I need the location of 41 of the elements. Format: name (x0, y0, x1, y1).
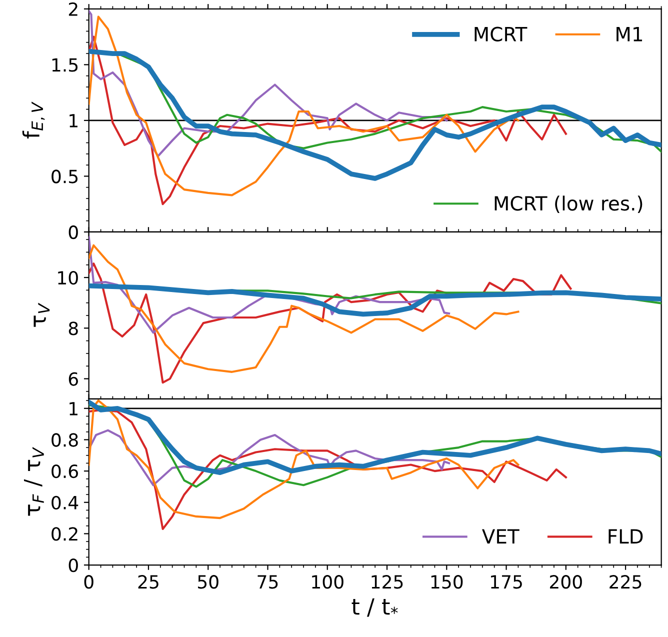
line-series (88, 429, 450, 486)
line-series (88, 400, 520, 520)
y-tick-label: 0 (68, 558, 78, 572)
y-tick-label: 6 (68, 372, 78, 386)
x-tick-label: 50 (198, 575, 218, 589)
y-tick-label: 0 (68, 225, 78, 240)
legend-label: VET (482, 529, 520, 544)
x-tick-label: 175 (491, 575, 522, 589)
x-tick-label: 75 (258, 575, 278, 589)
x-tick-label: 100 (312, 575, 344, 589)
line-series (88, 283, 662, 317)
x-tick-label: 0 (84, 575, 94, 589)
y-axis-title: f$_{E,V}$ (22, 102, 45, 138)
x-axis-title: t / t$_{*}$ (352, 598, 398, 617)
y-tick-label: 1.5 (52, 58, 78, 72)
y-tick-label: 10 (58, 270, 78, 285)
x-tick-label: 125 (372, 575, 403, 589)
y-tick-label: 0.5 (52, 170, 78, 184)
line-series (88, 262, 572, 384)
y-axis-title: τ$_{F}$ / τ$_{V}$ (24, 446, 44, 516)
y-tick-label: 0.8 (52, 433, 78, 447)
y-tick-label: 8 (68, 322, 78, 336)
legend-label: MCRT (low res.) (494, 196, 642, 213)
y-tick-label: 1 (70, 114, 78, 128)
x-tick-label: 225 (610, 575, 642, 589)
legend-label: MCRT (474, 26, 528, 42)
x-tick-label: 200 (550, 575, 582, 589)
y-tick-label: 0.2 (52, 527, 78, 541)
legend-label: M1 (616, 27, 642, 42)
line-series (88, 408, 567, 530)
x-tick-label: 150 (431, 575, 463, 589)
y-axis-title: τ$_{V}$ (34, 302, 50, 327)
line-series (88, 236, 450, 334)
line-series (88, 244, 520, 373)
y-tick-label: 0.6 (52, 464, 78, 478)
line-series (88, 10, 448, 158)
y-tick-label: 0.4 (52, 496, 78, 510)
y-tick-label: 2 (68, 2, 78, 16)
y-tick-label: 1 (70, 402, 78, 416)
legend-label: FLD (608, 529, 643, 544)
x-tick-label: 25 (138, 575, 158, 589)
